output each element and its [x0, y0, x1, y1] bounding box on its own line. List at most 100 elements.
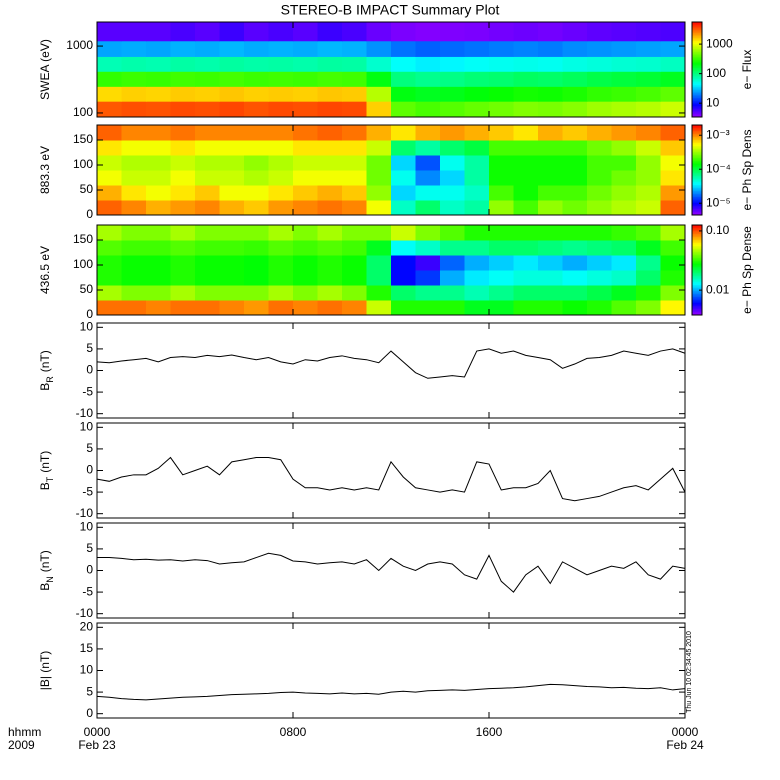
spectrogram-cell	[611, 140, 637, 156]
colorbar-swatch	[692, 75, 702, 78]
spectrogram-cell	[415, 40, 441, 57]
spectrogram-cell	[611, 101, 637, 118]
spectrogram-cell	[562, 101, 588, 118]
spectrogram-cell	[195, 200, 220, 216]
spectrogram-cell	[464, 225, 490, 241]
field-line	[96, 348, 686, 379]
colorbar-swatch	[692, 174, 702, 177]
colorbar-swatch	[692, 268, 702, 271]
spectrogram-cell	[317, 56, 343, 72]
spectrogram-cell	[121, 185, 147, 201]
colorbar-swatch	[692, 285, 702, 287]
colorbar-swatch	[692, 42, 702, 45]
colorbar-swatch	[692, 249, 702, 251]
spectrogram-cell	[317, 170, 343, 186]
colorbar-swatch	[692, 231, 702, 233]
colorbar-swatch	[692, 289, 702, 292]
spectrogram-cell	[293, 185, 318, 201]
colorbar-swatch	[692, 63, 702, 66]
spectrogram-cell	[97, 300, 122, 316]
colorbar-swatch	[692, 164, 702, 166]
date-label: Feb 24	[666, 738, 704, 752]
spectrogram-cell	[538, 285, 563, 301]
spectrogram-cell	[513, 170, 539, 186]
spectrogram-cell	[170, 155, 196, 171]
spectrogram-cell	[219, 86, 245, 102]
colorbar-swatch	[692, 240, 702, 242]
spectrogram-cell	[391, 86, 416, 102]
spectrogram-cell	[268, 86, 294, 102]
colorbar-swatch	[692, 33, 702, 36]
spectrogram-cell	[268, 200, 294, 216]
spectrogram-cell	[146, 22, 171, 42]
spectrogram-cell	[268, 140, 294, 156]
spectrogram-cell	[293, 225, 318, 241]
spectrogram-cell	[219, 125, 245, 141]
spectrogram-cell	[464, 101, 490, 118]
colorbar-swatch	[692, 188, 702, 190]
spectrogram-cell	[489, 240, 514, 256]
y-axis-label: BN (nT)	[38, 550, 55, 591]
spectrogram-cell	[636, 185, 661, 201]
spectrogram-cell	[146, 155, 171, 171]
spectrogram-cell	[219, 101, 245, 118]
spectrogram-cell	[587, 270, 612, 286]
y-tick-label: 5	[86, 341, 93, 355]
spectrogram-cell	[513, 240, 539, 256]
spectrogram-cell	[219, 140, 245, 156]
spectrogram-cell	[415, 86, 441, 102]
spectrogram-cell	[268, 300, 294, 316]
spectrogram-cell	[636, 155, 661, 171]
y-tick-label: -10	[76, 606, 94, 620]
spectrogram-cell	[636, 225, 661, 241]
colorbar-swatch	[692, 310, 702, 313]
spectrogram-cell	[244, 285, 269, 301]
spectrogram-cell	[391, 270, 416, 286]
spectrogram-cell	[587, 200, 612, 216]
spectrogram-cell	[391, 101, 416, 118]
colorbar-swatch	[692, 288, 702, 290]
spectrogram-cell	[146, 71, 171, 87]
spectrogram-cell	[121, 56, 147, 72]
spectrogram-cell	[489, 255, 514, 271]
spectrogram-cell	[219, 40, 245, 57]
spectrogram-cell	[440, 101, 465, 118]
spectrogram-cell	[660, 101, 686, 118]
spectrogram-cell	[636, 86, 661, 102]
spectrogram-cell	[415, 56, 441, 72]
colorbar-swatch	[692, 170, 702, 172]
spectrogram-cell	[611, 71, 637, 87]
spectrogram-cell	[268, 71, 294, 87]
colorbar-swatch	[692, 183, 702, 186]
colorbar-swatch	[692, 126, 702, 129]
spectrogram-cell	[170, 140, 196, 156]
colorbar-swatch	[692, 110, 702, 113]
spectrogram-cell	[562, 200, 588, 216]
spectrogram-cell	[489, 71, 514, 87]
spectrogram-cell	[489, 225, 514, 241]
spectrogram-cell	[219, 240, 245, 256]
spectrogram-cell	[244, 40, 269, 57]
spectrogram-cell	[121, 125, 147, 141]
panel-frame	[96, 224, 686, 316]
spectrogram-cell	[146, 225, 171, 241]
y-tick-label: 50	[80, 282, 94, 296]
spectrogram-cell	[146, 56, 171, 72]
colorbar-swatch	[692, 235, 702, 238]
spectrogram-cell	[538, 71, 563, 87]
spectrogram-cell	[636, 270, 661, 286]
y-tick-label: 150	[73, 132, 93, 146]
colorbar-swatch	[692, 185, 702, 187]
spectrogram-cell	[170, 101, 196, 118]
y-tick-label: 10	[80, 319, 94, 333]
spectrogram-cell	[391, 155, 416, 171]
colorbar-frame	[691, 21, 703, 118]
colorbar-swatch	[692, 113, 702, 116]
spectrogram-cell	[562, 255, 588, 271]
colorbar-swatch	[692, 90, 702, 93]
colorbar-swatch	[692, 301, 702, 304]
spectrogram-cell	[440, 86, 465, 102]
spectrogram-cell	[219, 300, 245, 316]
y-axis-label-unit: (nT)	[38, 350, 52, 372]
colorbar-tick-label: 100	[706, 66, 726, 80]
